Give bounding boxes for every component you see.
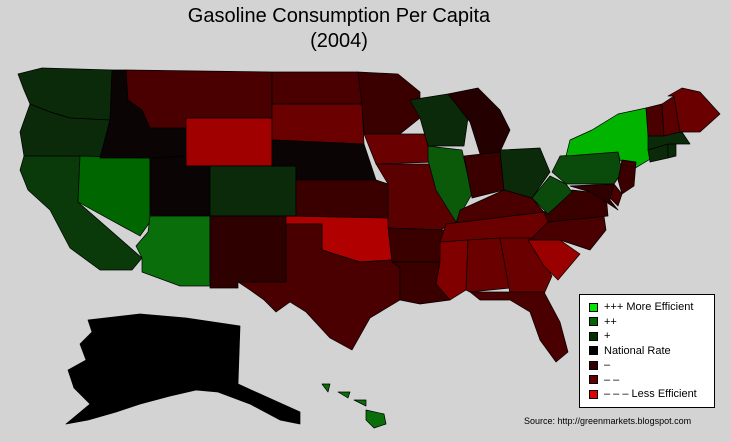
state-FL: [469, 291, 569, 363]
state-IL: [427, 145, 473, 223]
legend-label: – – – Less Efficient: [604, 388, 697, 401]
state-MN: [357, 71, 421, 135]
state-HI: [321, 383, 387, 429]
legend-swatch: [589, 389, 598, 399]
source-note: Source: http://greenmarkets.blogspot.com: [524, 416, 692, 426]
title-line-1: Gasoline Consumption Per Capita: [187, 5, 491, 27]
legend-swatch: [589, 331, 598, 341]
legend-label: +++ More Efficient: [604, 301, 694, 314]
state-NJ: [617, 159, 637, 195]
state-PA: [551, 151, 623, 185]
state-AK: [65, 313, 301, 425]
legend-item: ++: [589, 315, 714, 330]
state-SD: [271, 103, 365, 145]
legend-swatch: [589, 360, 598, 370]
state-WV: [531, 175, 573, 215]
state-ME: [667, 87, 721, 133]
state-VT: [645, 103, 665, 137]
legend-item: +: [589, 329, 714, 344]
legend: +++ More Efficient ++ + National Rate – – – – …: [579, 294, 715, 408]
legend-label: +: [604, 330, 611, 343]
legend-label: – –: [604, 373, 620, 386]
state-IA: [363, 133, 437, 165]
state-ND: [271, 71, 363, 105]
legend-swatch: [589, 346, 598, 356]
state-MI: [447, 87, 511, 155]
state-CO: [209, 165, 297, 217]
state-WY: [185, 117, 273, 167]
legend-item: +++ More Efficient: [589, 300, 714, 315]
legend-item: –: [589, 358, 714, 373]
title-line-2: (2004): [310, 30, 368, 52]
state-RI: [667, 143, 677, 159]
legend-swatch: [589, 302, 598, 312]
legend-item: National Rate: [589, 344, 714, 359]
legend-swatch: [589, 375, 598, 385]
legend-label: ++: [604, 315, 617, 328]
state-AL: [465, 237, 511, 293]
state-OH: [499, 147, 551, 199]
legend-label: National Rate: [604, 344, 671, 357]
legend-label: –: [604, 359, 611, 372]
map-title: Gasoline Consumption Per Capita (2004): [0, 4, 678, 54]
legend-swatch: [589, 317, 598, 327]
state-KS: [295, 179, 389, 219]
state-GA: [499, 237, 553, 295]
state-TX: [237, 223, 401, 351]
legend-item: – –: [589, 373, 714, 388]
state-NY: [565, 107, 653, 171]
legend-item: – – – Less Efficient: [589, 387, 714, 402]
state-NM: [209, 215, 287, 289]
state-MD: [569, 183, 619, 211]
state-AR: [387, 227, 447, 263]
